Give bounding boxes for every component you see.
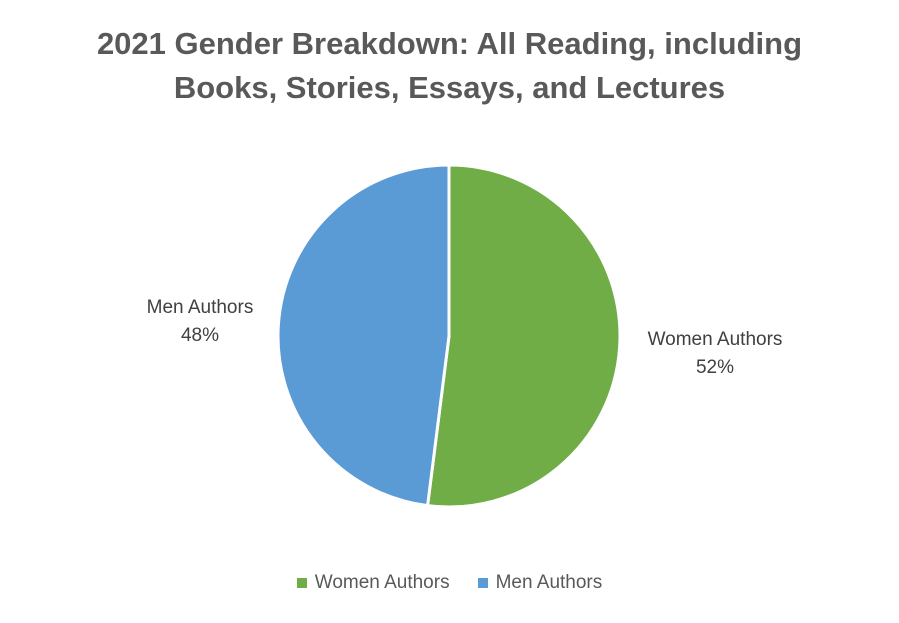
slice-label-women-authors: Women Authors 52% — [630, 326, 800, 382]
legend-item-men-authors: Men Authors — [477, 572, 603, 594]
chart-title: 2021 Gender Breakdown: All Reading, incl… — [0, 22, 899, 110]
slice-label-men-authors: Men Authors 48% — [115, 294, 285, 350]
slice-label-men-value: 48% — [180, 325, 220, 346]
chart-title-line-1: 2021 Gender Breakdown: All Reading, incl… — [96, 26, 803, 61]
legend-item-women-authors: Women Authors — [296, 572, 450, 594]
legend-label-women: Women Authors — [314, 572, 450, 593]
legend-swatch-women — [296, 578, 307, 588]
pie-slice-men-authors — [276, 163, 451, 508]
slice-label-women-value: 52% — [695, 357, 735, 378]
chart-legend: Women Authors Men Authors — [0, 572, 899, 594]
pie-slice-women-authors — [426, 163, 622, 509]
slice-label-women-name: Women Authors — [647, 329, 783, 350]
legend-swatch-men — [477, 578, 488, 588]
slice-label-men-name: Men Authors — [146, 297, 254, 318]
chart-title-line-2: Books, Stories, Essays, and Lectures — [173, 70, 726, 105]
legend-label-men: Men Authors — [495, 572, 603, 593]
